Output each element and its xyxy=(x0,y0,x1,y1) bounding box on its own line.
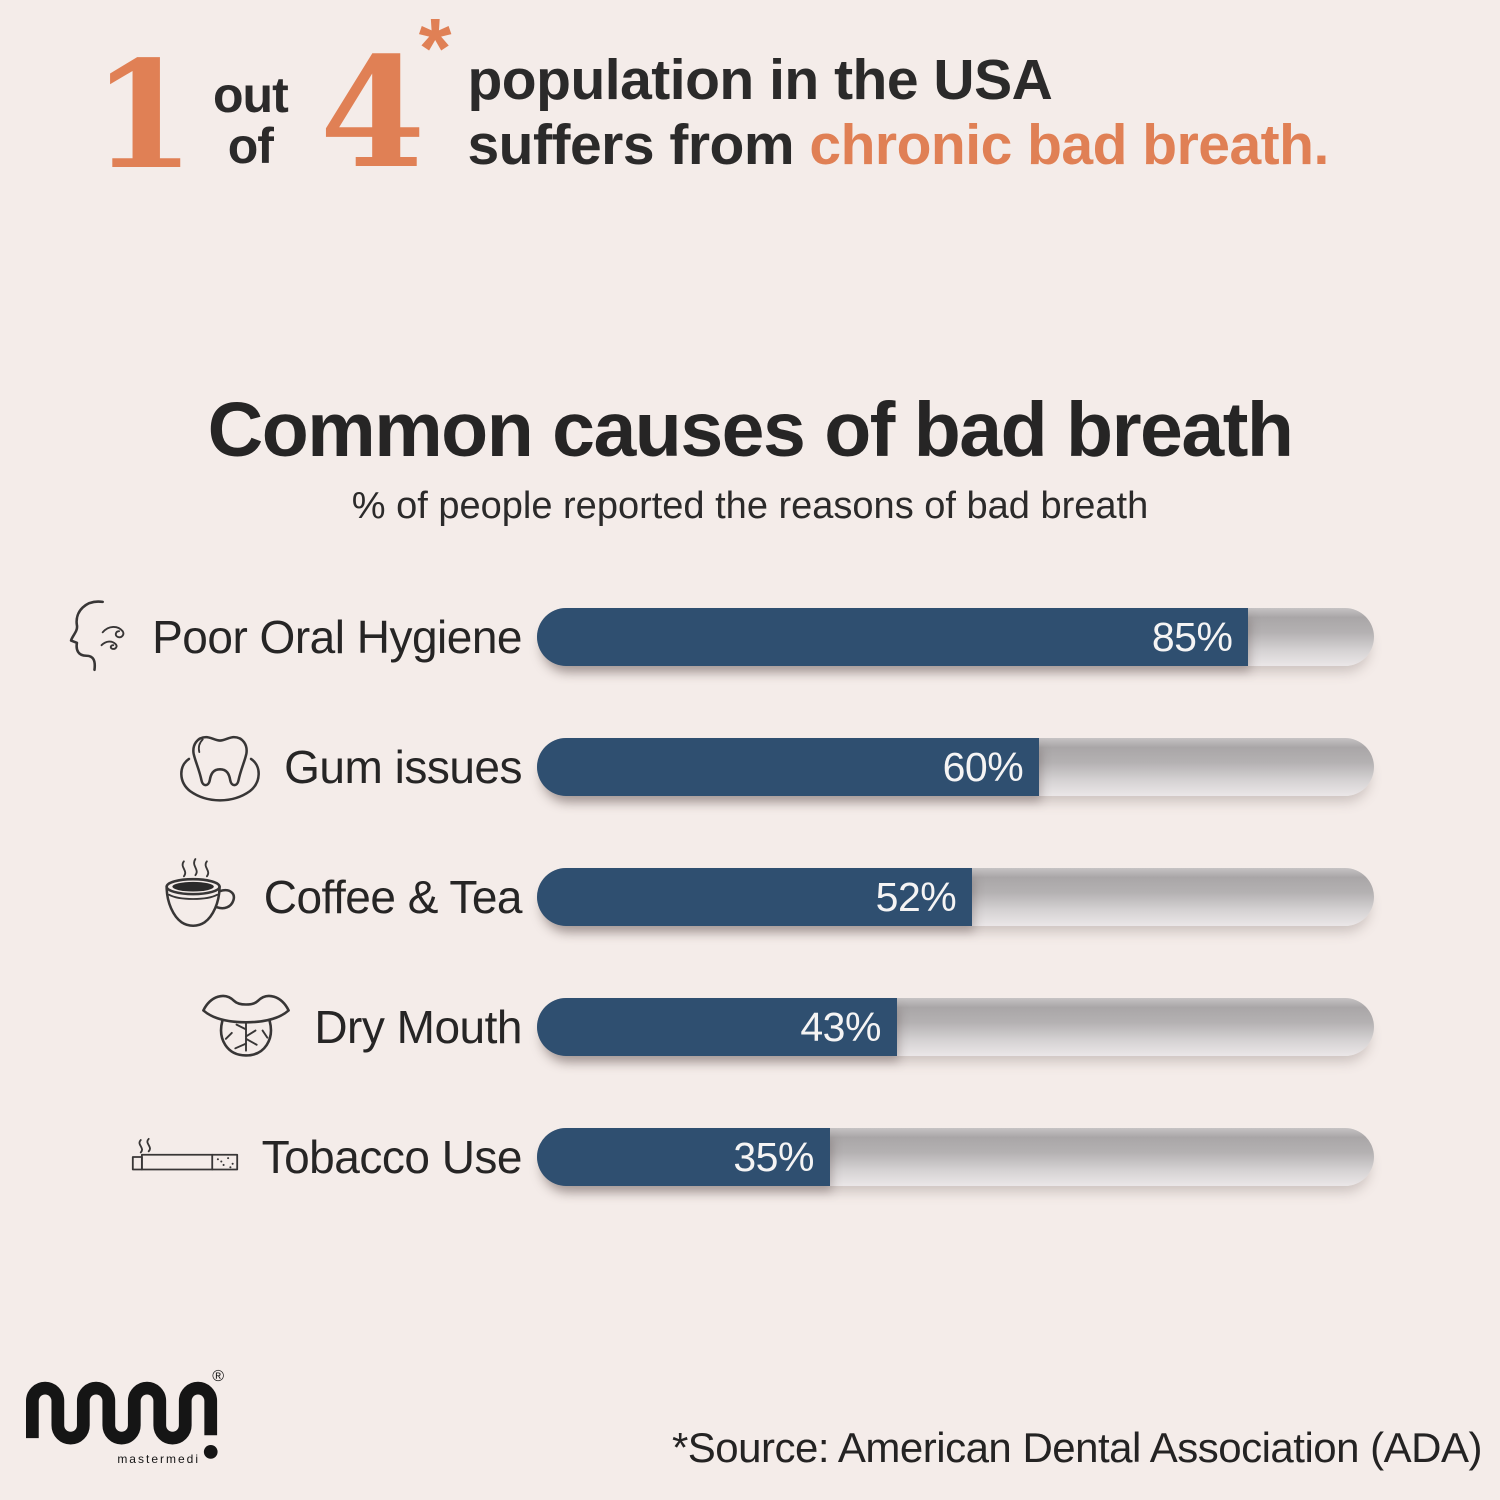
bar-fill: 60% xyxy=(537,738,1040,796)
bad-breath-icon xyxy=(62,596,134,678)
dry-mouth-icon xyxy=(196,982,296,1072)
bar-value: 60% xyxy=(942,743,1024,790)
bar-value: 85% xyxy=(1151,613,1233,660)
row-label-cell: Poor Oral Hygiene xyxy=(30,596,537,678)
coffee-cup-icon xyxy=(154,856,246,938)
headline-highlight: chronic bad breath. xyxy=(809,113,1329,177)
row-label: Tobacco Use xyxy=(261,1131,523,1183)
row-label: Coffee & Tea xyxy=(263,871,523,923)
row-label-cell: Coffee & Tea xyxy=(30,856,537,938)
chart-subtitle: % of people reported the reasons of bad … xyxy=(351,485,1149,527)
asterisk-mark: * xyxy=(418,1,452,96)
bar-row-dry-mouth: Dry Mouth 43% xyxy=(30,994,1374,1057)
bar-value: 35% xyxy=(733,1133,814,1180)
bar-fill: 52% xyxy=(537,868,973,926)
headline-line2-prefix: suffers from xyxy=(467,113,810,177)
of-label: of xyxy=(227,118,274,174)
bar-fill: 35% xyxy=(537,1128,830,1186)
bar-track: 52% xyxy=(537,868,1374,926)
bar-fill: 85% xyxy=(537,608,1249,666)
bar-chart: Poor Oral Hygiene 85% Gum issues xyxy=(30,600,1374,1258)
bar-track: 60% xyxy=(537,738,1374,796)
cigarette-icon xyxy=(126,1135,244,1179)
bar-fill: 43% xyxy=(537,998,897,1056)
bar-row-gum-issues: Gum issues 60% xyxy=(30,735,1374,802)
row-label-cell: Tobacco Use xyxy=(30,1130,537,1184)
logo-wordmark: mastermedi xyxy=(117,1452,200,1466)
headline: population in the USA suffers from chron… xyxy=(467,48,1329,178)
header-stat: 1 out of 4 * population in the USA suffe… xyxy=(92,6,1329,202)
mastermedi-logo: ® mastermedi xyxy=(26,1368,226,1467)
bar-row-poor-oral-hygiene: Poor Oral Hygiene 85% xyxy=(30,600,1374,672)
stat-out-of: out of xyxy=(212,67,289,174)
chart-title: Common causes of bad breath xyxy=(207,387,1294,473)
bar-value: 43% xyxy=(800,1003,881,1050)
tooth-gum-icon xyxy=(174,721,266,813)
row-label: Gum issues xyxy=(284,741,522,793)
row-label: Dry Mouth xyxy=(314,1001,522,1053)
row-label-cell: Dry Mouth xyxy=(30,982,537,1072)
registered-trademark-icon: ® xyxy=(212,1368,224,1385)
logo-squiggle-icon xyxy=(26,1378,222,1467)
bar-value: 52% xyxy=(875,873,957,920)
bar-row-coffee-tea: Coffee & Tea 52% xyxy=(30,858,1374,928)
headline-line1: population in the USA xyxy=(467,48,1053,112)
stat-denominator-wrap: 4 * xyxy=(320,6,452,189)
row-label-cell: Gum issues xyxy=(30,721,537,813)
out-label: out xyxy=(212,67,289,123)
stat-denominator: 4 xyxy=(319,23,426,203)
bar-track: 35% xyxy=(537,1128,1374,1186)
stat-numerator: 1 xyxy=(92,27,195,202)
bar-track: 43% xyxy=(537,998,1374,1056)
source-note: *Source: American Dental Association (AD… xyxy=(671,1424,1483,1471)
bar-track: 85% xyxy=(537,608,1374,666)
headline-line2: suffers from chronic bad breath. xyxy=(467,113,1329,178)
bar-row-tobacco-use: Tobacco Use 35% xyxy=(30,1128,1374,1186)
row-label: Poor Oral Hygiene xyxy=(152,611,522,663)
